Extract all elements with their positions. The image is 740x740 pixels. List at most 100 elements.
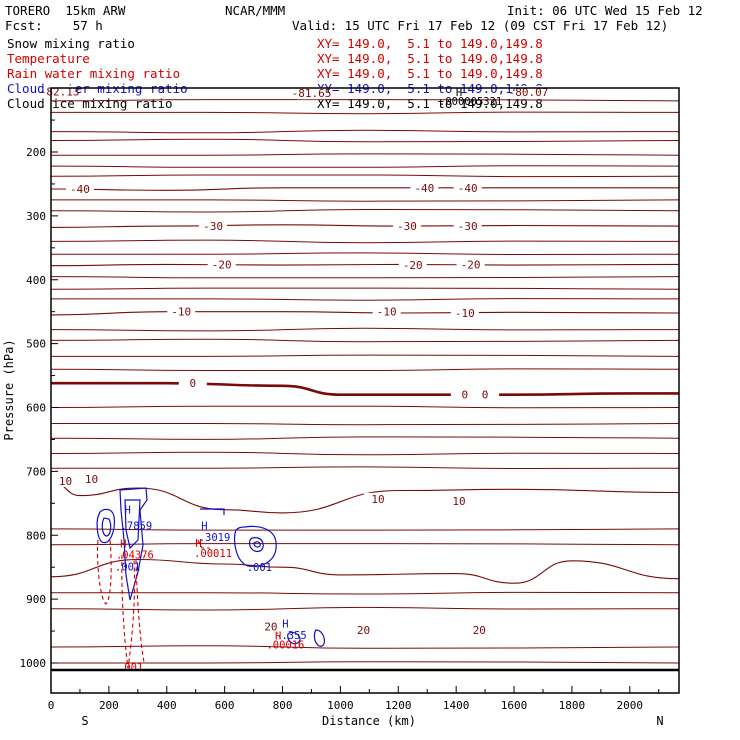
extremum-label: .001: [115, 562, 140, 574]
isotherm-label: 20: [357, 624, 370, 637]
isotherm-label: -40: [458, 182, 478, 195]
x-tick-label: 1800: [559, 699, 586, 712]
extremum-label: .00016: [266, 639, 304, 651]
isotherm-line: [50, 99, 680, 102]
isotherm-label: -30: [203, 220, 223, 233]
isotherm-layer: [50, 187, 680, 584]
isotherm-line: [51, 298, 680, 301]
isotherm-label: -10: [455, 307, 475, 320]
isotherm-line: [50, 276, 680, 279]
isotherm-label: 0: [189, 377, 196, 390]
isotherm-line: [50, 138, 680, 143]
contour-label-mask: [372, 305, 401, 318]
isotherm-line: [50, 287, 680, 290]
y-tick-label: 400: [26, 274, 46, 287]
contour-label-mask: [453, 181, 482, 194]
contour-label-mask: [392, 220, 421, 233]
upper-isotherm-layer: [50, 99, 680, 664]
isotherm-label: -20: [403, 259, 423, 272]
isotherm-line: [50, 558, 680, 584]
isotherm-label: -20: [212, 258, 232, 271]
isotherm-line: [51, 252, 680, 256]
isotherm-line: [51, 381, 679, 397]
x-tick-label: 1200: [385, 699, 412, 712]
isotherm-line: [50, 451, 680, 456]
isotherm-line: [50, 224, 680, 228]
legend-rain-name: Rain water mixing ratio: [7, 66, 181, 81]
contour-label-mask: [199, 220, 228, 233]
isotherm-line: [50, 368, 680, 372]
extremum-label: H: [282, 618, 288, 630]
direction-south: S: [81, 714, 88, 728]
isotherm-label: 20: [264, 621, 277, 634]
y-tick-label: 1000: [20, 657, 47, 670]
x-tick-label: 2000: [617, 699, 644, 712]
isotherm-label: 0: [462, 389, 469, 402]
isotherm-label: -10: [171, 306, 191, 319]
isotherm-label: 10: [85, 473, 98, 486]
isotherm-label: 10: [452, 495, 465, 508]
isotherm-line: [50, 528, 680, 531]
center-title: NCAR/MMM: [225, 3, 286, 18]
isotherm-line: [50, 174, 680, 178]
extremum-label: .3019: [199, 532, 231, 544]
contour-label-mask: [65, 183, 94, 196]
isotherm-line: [50, 311, 680, 316]
y-tick-label: 600: [26, 402, 46, 415]
extremum-label: .000005321: [439, 96, 502, 108]
direction-north: N: [656, 714, 663, 728]
isotherm-line: [50, 338, 680, 343]
isotherm-label: -30: [458, 220, 478, 233]
legend-rain-xy: XY= 149.0, 5.1 to 149.0,149.8: [317, 66, 543, 81]
extremum-label: H: [201, 521, 207, 533]
contour-label-mask: [456, 258, 485, 271]
extremum-label: H: [195, 538, 201, 550]
extremum-label: .001: [247, 562, 272, 574]
isotherm-line: [50, 645, 680, 649]
y-tick-label: 200: [26, 146, 46, 159]
isotherm-line: [50, 480, 680, 514]
extremum-label: H: [120, 539, 126, 551]
isotherm-label: 10: [371, 493, 384, 506]
legend-temperature-xy: XY= 149.0, 5.1 to 149.0,149.8: [317, 51, 543, 66]
y-tick-label: 900: [26, 593, 46, 606]
isotherm-line: [51, 661, 680, 664]
x-tick-label: 800: [273, 699, 293, 712]
isotherm-line: [50, 129, 680, 134]
extremum-label: .001: [118, 662, 143, 674]
isotherm-label: -81.65: [292, 87, 332, 100]
cloud-water-contours: [96, 487, 326, 647]
isotherm-label: -80.07: [509, 86, 549, 99]
x-tick-label: 1000: [327, 699, 354, 712]
y-tick-label: 800: [26, 529, 46, 542]
isotherm-line: [50, 165, 680, 168]
contour-label-mask: [364, 492, 393, 505]
extremum-label: H: [275, 631, 281, 643]
valid-time: Valid: 15 UTC Fri 17 Feb 12 (09 CST Fri …: [292, 18, 669, 33]
model-title: TORERO 15km ARW: [5, 3, 126, 18]
isotherm-label: -10: [377, 306, 397, 319]
forecast-hour: Fcst: 57 h: [5, 18, 103, 33]
contour-label-mask: [51, 474, 80, 487]
x-tick-label: 400: [157, 699, 177, 712]
legend-snow-xy: XY= 149.0, 5.1 to 149.0,149.8: [317, 36, 543, 51]
extremum-label: .00011: [194, 548, 232, 560]
x-axis-label: Distance (km): [322, 714, 416, 728]
isotherm-label: 20: [473, 624, 486, 637]
x-tick-label: 1600: [501, 699, 528, 712]
isotherm-label: -40: [414, 182, 434, 195]
isotherm-line: [50, 405, 680, 409]
legend-temperature-name: Temperature: [7, 51, 90, 66]
legend-snow-name: Snow mixing ratio: [7, 36, 135, 51]
isotherm-line: [50, 436, 680, 440]
isotherm-line: [50, 153, 680, 156]
y-tick-label: 500: [26, 338, 46, 351]
extremum-label: H: [456, 87, 462, 99]
extremum-label: .7859: [121, 521, 153, 533]
contour-label-mask: [77, 473, 106, 486]
contour-label-mask: [453, 220, 482, 233]
contour-label-mask: [349, 623, 378, 636]
x-tick-label: 200: [99, 699, 119, 712]
